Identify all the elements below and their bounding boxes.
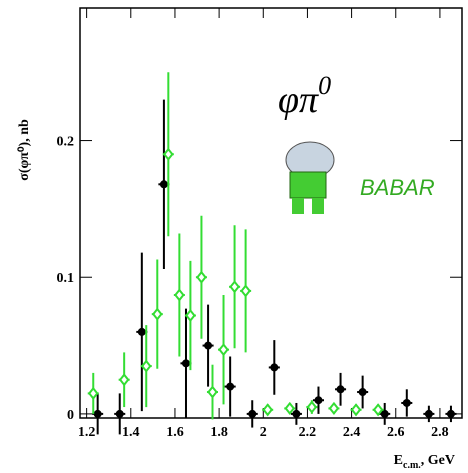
- point: [207, 385, 218, 399]
- x-tick-label: 2.8: [431, 425, 449, 440]
- point: [292, 409, 301, 418]
- process-text: φπ: [278, 79, 319, 121]
- x-label-main: E: [394, 453, 403, 468]
- point: [152, 307, 163, 321]
- x-tick-label: 1.2: [78, 425, 96, 440]
- x-tick-label: 2.6: [387, 425, 405, 440]
- x-label-sub: c.m.: [403, 460, 421, 471]
- point: [196, 270, 207, 284]
- plot-frame: [79, 7, 463, 419]
- mascot: [285, 141, 335, 214]
- point: [185, 308, 196, 323]
- point: [140, 359, 152, 373]
- point: [115, 409, 124, 418]
- point: [284, 401, 296, 416]
- process-label: φπ0: [278, 71, 331, 121]
- point: [350, 403, 362, 417]
- point: [181, 359, 190, 368]
- point: [262, 403, 273, 417]
- point: [314, 396, 323, 405]
- process-sup: 0: [318, 71, 331, 100]
- point: [137, 327, 146, 336]
- point: [328, 401, 340, 416]
- y-tick-label: 0.1: [57, 271, 75, 286]
- point: [87, 386, 99, 401]
- x-tick-label: 1.8: [210, 425, 228, 440]
- y-tick-label: 0: [67, 408, 74, 423]
- point: [226, 382, 235, 391]
- point: [336, 385, 345, 394]
- point: [93, 409, 102, 418]
- x-tick-label: 2.2: [299, 425, 317, 440]
- point: [204, 341, 213, 350]
- y-tick-label: 0.2: [57, 135, 75, 150]
- point: [174, 288, 185, 302]
- point: [402, 398, 411, 407]
- point: [358, 388, 367, 397]
- point: [118, 373, 130, 387]
- point: [229, 280, 240, 294]
- point: [424, 409, 433, 418]
- point: [163, 147, 174, 161]
- x-tick-label: 1.4: [122, 425, 140, 440]
- x-tick-label: 2: [260, 425, 267, 440]
- point: [306, 400, 318, 414]
- y-axis-label: σ(φπ⁰), nb: [17, 119, 32, 181]
- point: [240, 284, 251, 298]
- x-label-unit: , GeV: [421, 453, 455, 468]
- point: [248, 409, 257, 418]
- point: [218, 343, 229, 357]
- x-tick-label: 1.6: [166, 425, 184, 440]
- point: [446, 409, 455, 418]
- point: [159, 180, 168, 189]
- x-axis-label: Ec.m., GeV: [394, 453, 455, 471]
- point: [270, 363, 279, 372]
- point: [372, 403, 384, 417]
- point: [380, 409, 389, 418]
- experiment-label: BABAR: [360, 175, 435, 200]
- x-tick-label: 2.4: [343, 425, 361, 440]
